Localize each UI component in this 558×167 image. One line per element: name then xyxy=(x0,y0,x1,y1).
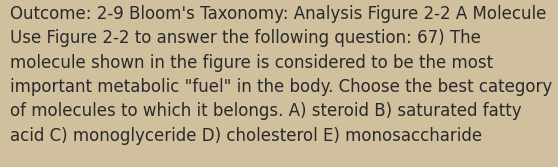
Text: Outcome: 2-9 Bloom's Taxonomy: Analysis Figure 2-2 A Molecule
Use Figure 2-2 to : Outcome: 2-9 Bloom's Taxonomy: Analysis … xyxy=(10,5,552,144)
